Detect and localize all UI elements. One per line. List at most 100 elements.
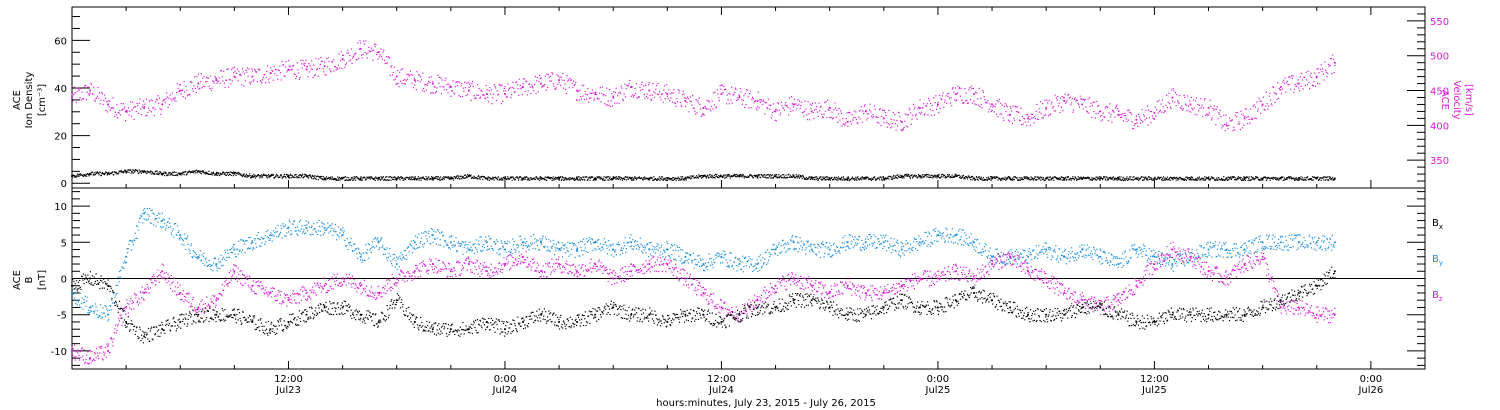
velocity-sample (257, 68, 259, 70)
by-sample (234, 253, 236, 255)
density-sample (1145, 176, 1147, 179)
density-sample (1129, 178, 1131, 180)
density-sample (501, 177, 503, 179)
velocity-point (1117, 114, 1120, 116)
velocity-sample (102, 103, 104, 106)
density-sample (171, 174, 173, 176)
velocity-sample (753, 102, 755, 104)
density-sample (307, 175, 309, 177)
velocity-sample (238, 74, 241, 76)
velocity-sample (1216, 106, 1218, 108)
velocity-sample (1215, 108, 1218, 111)
velocity-sample (1074, 97, 1076, 99)
density-sample (409, 176, 411, 178)
velocity-sample (1219, 109, 1221, 112)
by-point (377, 241, 380, 244)
by-sample (209, 263, 211, 265)
density-sample (85, 175, 87, 177)
density-sample (612, 179, 614, 181)
velocity-sample (277, 69, 280, 71)
velocity-sample (610, 100, 612, 102)
density-sample (488, 177, 490, 179)
axis-ticks: 12:00Jul230:00Jul2412:00Jul240:00Jul2512… (51, 6, 1449, 396)
by-sample (156, 218, 158, 220)
by-sample (173, 223, 175, 225)
velocity-sample (578, 90, 580, 92)
by-sample (253, 248, 255, 250)
by-sample (353, 249, 355, 252)
density-sample (352, 179, 355, 181)
density-sample (579, 178, 581, 180)
density-sample (128, 171, 130, 173)
density-sample (271, 174, 273, 176)
density-sample (1231, 177, 1233, 179)
density-sample (922, 176, 925, 178)
density-sample (851, 177, 853, 179)
density-sample (673, 177, 675, 179)
velocity-sample (699, 103, 701, 106)
by-sample (366, 249, 369, 251)
velocity-sample (1031, 117, 1033, 119)
density-sample (429, 178, 431, 181)
density-sample (626, 176, 628, 178)
velocity-sample (775, 108, 777, 111)
density-sample (947, 173, 949, 176)
density-sample (451, 178, 453, 180)
density-sample (343, 176, 345, 179)
density-sample (417, 176, 420, 178)
density-sample (827, 176, 829, 178)
velocity-sample (620, 85, 622, 87)
by-point (305, 226, 308, 229)
density-sample (1094, 179, 1097, 181)
velocity-sample (1173, 90, 1175, 92)
density-sample (709, 174, 711, 176)
velocity-sample (757, 91, 759, 93)
velocity-sample (778, 109, 780, 111)
velocity-sample (438, 82, 440, 84)
density-sample (231, 171, 233, 174)
density-sample (1202, 177, 1204, 180)
velocity-sample (663, 89, 665, 91)
by-sample (371, 246, 373, 248)
velocity-sample (200, 73, 202, 75)
by-sample (382, 245, 384, 247)
by-sample (345, 245, 347, 247)
by-sample (312, 233, 314, 235)
velocity-sample (969, 99, 972, 101)
velocity-sample (1324, 61, 1326, 63)
density-sample (971, 179, 973, 181)
velocity-sample (793, 106, 795, 108)
velocity-sample (1246, 122, 1249, 125)
density-sample (594, 179, 596, 181)
velocity-sample (271, 69, 273, 71)
velocity-sample (557, 75, 560, 77)
velocity-sample (464, 87, 466, 89)
velocity-sample (1218, 112, 1220, 114)
density-sample (492, 176, 494, 178)
velocity-sample (300, 63, 303, 65)
density-sample (809, 178, 811, 181)
by-sample (373, 238, 375, 240)
velocity-sample (540, 77, 542, 79)
by-sample (369, 249, 371, 251)
velocity-sample (350, 59, 352, 61)
velocity-sample (772, 103, 775, 105)
density-sample (1073, 179, 1076, 181)
by-sample (202, 255, 205, 258)
velocity-sample (559, 76, 561, 79)
velocity-sample (384, 62, 386, 64)
density-sample (1307, 176, 1309, 178)
velocity-sample (389, 74, 391, 76)
velocity-sample (707, 100, 710, 102)
by-sample (158, 212, 160, 214)
density-sample (374, 177, 376, 179)
velocity-sample (963, 102, 965, 104)
density-sample (1102, 177, 1104, 180)
velocity-sample (1200, 106, 1203, 108)
velocity-sample (1332, 58, 1335, 60)
by-sample (151, 209, 153, 211)
density-point (341, 177, 344, 180)
velocity-sample (98, 92, 101, 94)
density-sample (294, 176, 296, 179)
by-sample (86, 296, 88, 298)
